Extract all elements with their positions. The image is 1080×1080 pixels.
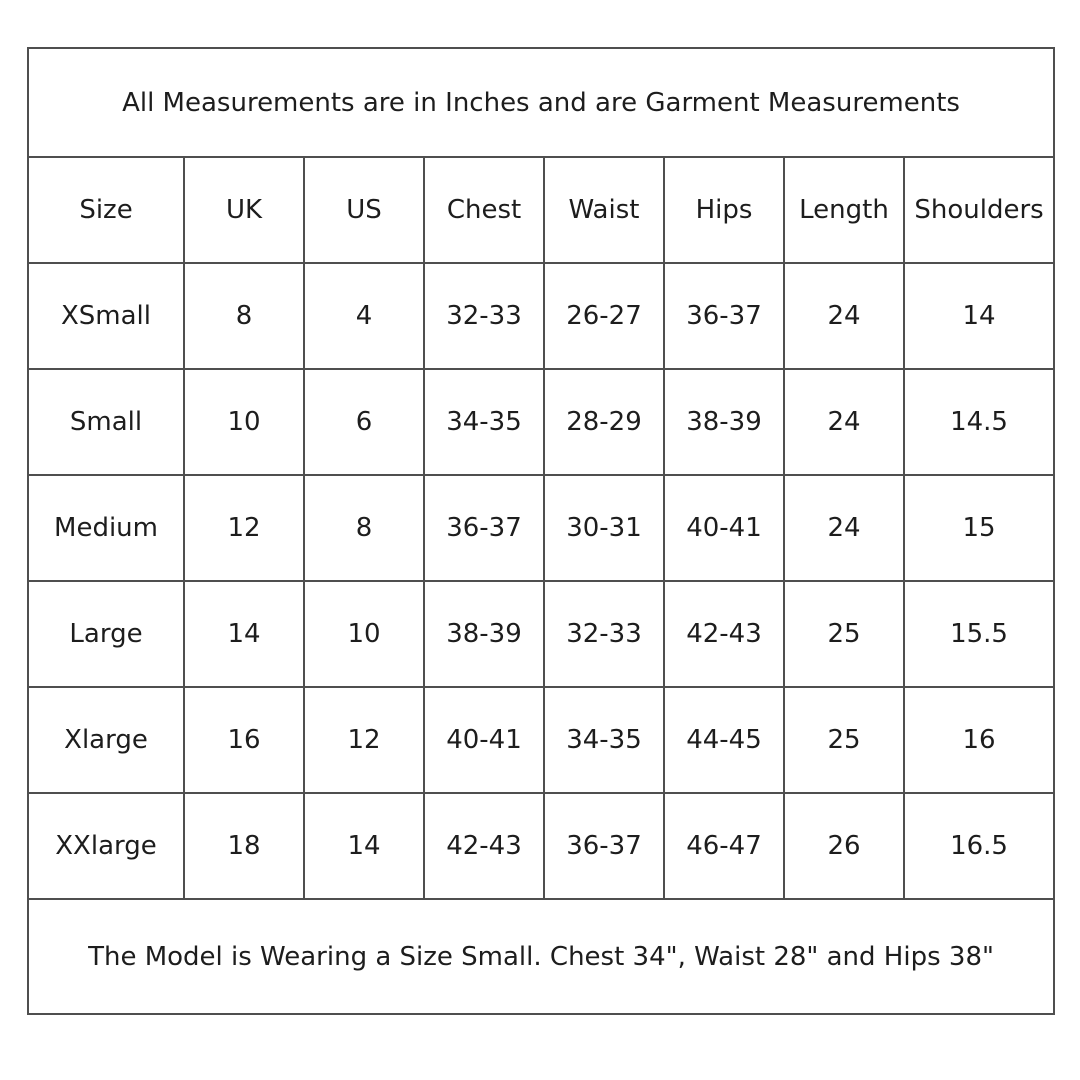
measurement-cell: 36-37 <box>543 792 665 900</box>
measurement-cell: 32-33 <box>543 580 665 688</box>
measurement-cell: 32-33 <box>423 262 545 370</box>
measurement-cell: 8 <box>303 474 425 582</box>
table-row: Large 14 10 38-39 32-33 42-43 25 15.5 <box>27 580 1056 688</box>
measurement-cell: 34-35 <box>423 368 545 476</box>
measurement-cell: 6 <box>303 368 425 476</box>
column-header: Chest <box>423 156 545 264</box>
measurement-cell: 15.5 <box>902 580 1056 688</box>
footnote-row: The Model is Wearing a Size Small. Chest… <box>26 898 1056 1015</box>
measurement-cell: 38-39 <box>423 580 545 688</box>
measurement-cell: 30-31 <box>543 474 665 582</box>
measurement-cell: 14 <box>183 580 305 688</box>
chart-title: All Measurements are in Inches and are G… <box>26 47 1056 158</box>
measurement-cell: 16 <box>183 686 305 794</box>
column-header: Waist <box>543 156 665 264</box>
measurement-cell: 12 <box>183 474 305 582</box>
measurement-cell: 42-43 <box>423 792 545 900</box>
measurement-cell: 14.5 <box>902 368 1056 476</box>
measurement-cell: 34-35 <box>543 686 665 794</box>
table-row: XSmall 8 4 32-33 26-27 36-37 24 14 <box>27 262 1056 370</box>
model-footnote: The Model is Wearing a Size Small. Chest… <box>26 898 1056 1015</box>
measurement-cell: 36-37 <box>663 262 785 370</box>
measurement-cell: 24 <box>783 368 905 476</box>
size-label: XXlarge <box>27 792 185 900</box>
table-body: XSmall 8 4 32-33 26-27 36-37 24 14 Small 10 6 34-35… <box>27 262 1056 900</box>
measurement-cell: 8 <box>183 262 305 370</box>
measurement-cell: 12 <box>303 686 425 794</box>
size-label: Large <box>27 580 185 688</box>
measurement-cell: 40-41 <box>423 686 545 794</box>
measurement-cell: 14 <box>902 262 1056 370</box>
measurement-cell: 4 <box>303 262 425 370</box>
header-row: Size UK US Chest Waist Hips Length Shoulders <box>27 156 1056 264</box>
measurement-cell: 15 <box>902 474 1056 582</box>
measurement-cell: 38-39 <box>663 368 785 476</box>
measurement-cell: 28-29 <box>543 368 665 476</box>
measurement-cell: 25 <box>783 686 905 794</box>
column-header: Length <box>783 156 905 264</box>
measurement-cell: 16 <box>902 686 1056 794</box>
measurement-cell: 46-47 <box>663 792 785 900</box>
measurement-cell: 25 <box>783 580 905 688</box>
measurement-cell: 10 <box>183 368 305 476</box>
measurement-cell: 18 <box>183 792 305 900</box>
measurement-cell: 36-37 <box>423 474 545 582</box>
size-label: XSmall <box>27 262 185 370</box>
table-row: XXlarge 18 14 42-43 36-37 46-47 26 16.5 <box>27 792 1056 900</box>
measurement-cell: 14 <box>303 792 425 900</box>
column-header: US <box>303 156 425 264</box>
measurement-cell: 44-45 <box>663 686 785 794</box>
measurement-cell: 16.5 <box>902 792 1056 900</box>
table-row: Medium 12 8 36-37 30-31 40-41 24 15 <box>27 474 1056 582</box>
measurement-cell: 40-41 <box>663 474 785 582</box>
table-row: Small 10 6 34-35 28-29 38-39 24 14.5 <box>27 368 1056 476</box>
column-header: UK <box>183 156 305 264</box>
column-header: Shoulders <box>902 156 1056 264</box>
chart-title-row: All Measurements are in Inches and are G… <box>26 47 1056 158</box>
measurement-cell: 10 <box>303 580 425 688</box>
size-label: Medium <box>27 474 185 582</box>
measurement-cell: 26-27 <box>543 262 665 370</box>
table-row: Xlarge 16 12 40-41 34-35 44-45 25 16 <box>27 686 1056 794</box>
column-header: Size <box>27 156 185 264</box>
measurement-cell: 42-43 <box>663 580 785 688</box>
size-label: Small <box>27 368 185 476</box>
size-chart-table: All Measurements are in Inches and are G… <box>26 47 1056 1015</box>
measurement-cell: 24 <box>783 262 905 370</box>
column-header: Hips <box>663 156 785 264</box>
size-label: Xlarge <box>27 686 185 794</box>
measurement-cell: 26 <box>783 792 905 900</box>
measurement-cell: 24 <box>783 474 905 582</box>
